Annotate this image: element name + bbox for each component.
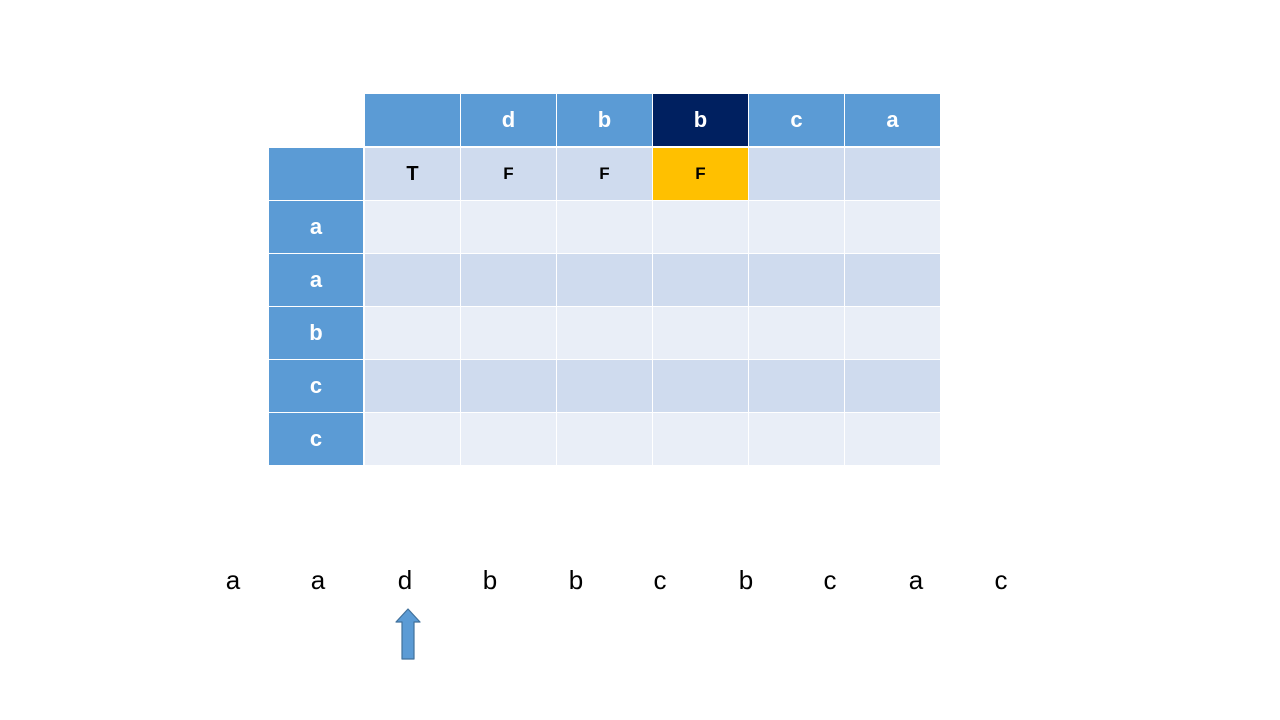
table-cell	[557, 413, 653, 466]
table-cell	[845, 148, 941, 201]
table-cell: T	[365, 148, 461, 201]
row-header: b	[269, 307, 365, 360]
sequence-char: a	[908, 565, 924, 595]
table-cell	[461, 413, 557, 466]
table-cell	[653, 254, 749, 307]
table-cell	[365, 360, 461, 413]
table-cell	[749, 413, 845, 466]
table-cell	[749, 254, 845, 307]
column-header: b	[653, 94, 749, 148]
table-cell	[845, 360, 941, 413]
table-cell	[653, 201, 749, 254]
row-header: c	[269, 413, 365, 466]
table-cell	[653, 307, 749, 360]
sequence-char: b	[568, 565, 584, 595]
up-arrow-icon	[395, 608, 421, 660]
table-cell	[557, 254, 653, 307]
sequence-char: c	[823, 565, 837, 595]
sequence-char: b	[482, 565, 498, 595]
table-cell	[749, 360, 845, 413]
table-cell	[557, 201, 653, 254]
table-cell	[557, 360, 653, 413]
table-cell	[653, 413, 749, 466]
row-header: a	[269, 254, 365, 307]
sequence-char: b	[738, 565, 754, 595]
column-header	[365, 94, 461, 148]
table-cell	[365, 307, 461, 360]
table-cell	[461, 254, 557, 307]
table-cell	[653, 360, 749, 413]
table-cell	[461, 360, 557, 413]
table-cell	[461, 307, 557, 360]
sequence-char: a	[225, 565, 241, 595]
sequence-char: c	[653, 565, 667, 595]
table-cell	[845, 254, 941, 307]
table-cell	[749, 307, 845, 360]
column-header: a	[845, 94, 941, 148]
table-cell: F	[557, 148, 653, 201]
table-cell	[749, 201, 845, 254]
table-cell	[845, 307, 941, 360]
table-cell: F	[461, 148, 557, 201]
row-header	[269, 148, 365, 201]
sequence-char: a	[310, 565, 326, 595]
sequence-char: c	[994, 565, 1008, 595]
row-header: c	[269, 360, 365, 413]
row-header: a	[269, 201, 365, 254]
table-cell	[365, 413, 461, 466]
column-header: b	[557, 94, 653, 148]
column-header: c	[749, 94, 845, 148]
table-cell	[461, 201, 557, 254]
table-cell	[365, 254, 461, 307]
table-cell: F	[653, 148, 749, 201]
sequence-char: d	[397, 565, 413, 595]
table-cell	[845, 413, 941, 466]
table-cell	[845, 201, 941, 254]
table-cell	[365, 201, 461, 254]
table-cell	[557, 307, 653, 360]
table-cell	[749, 148, 845, 201]
column-header: d	[461, 94, 557, 148]
